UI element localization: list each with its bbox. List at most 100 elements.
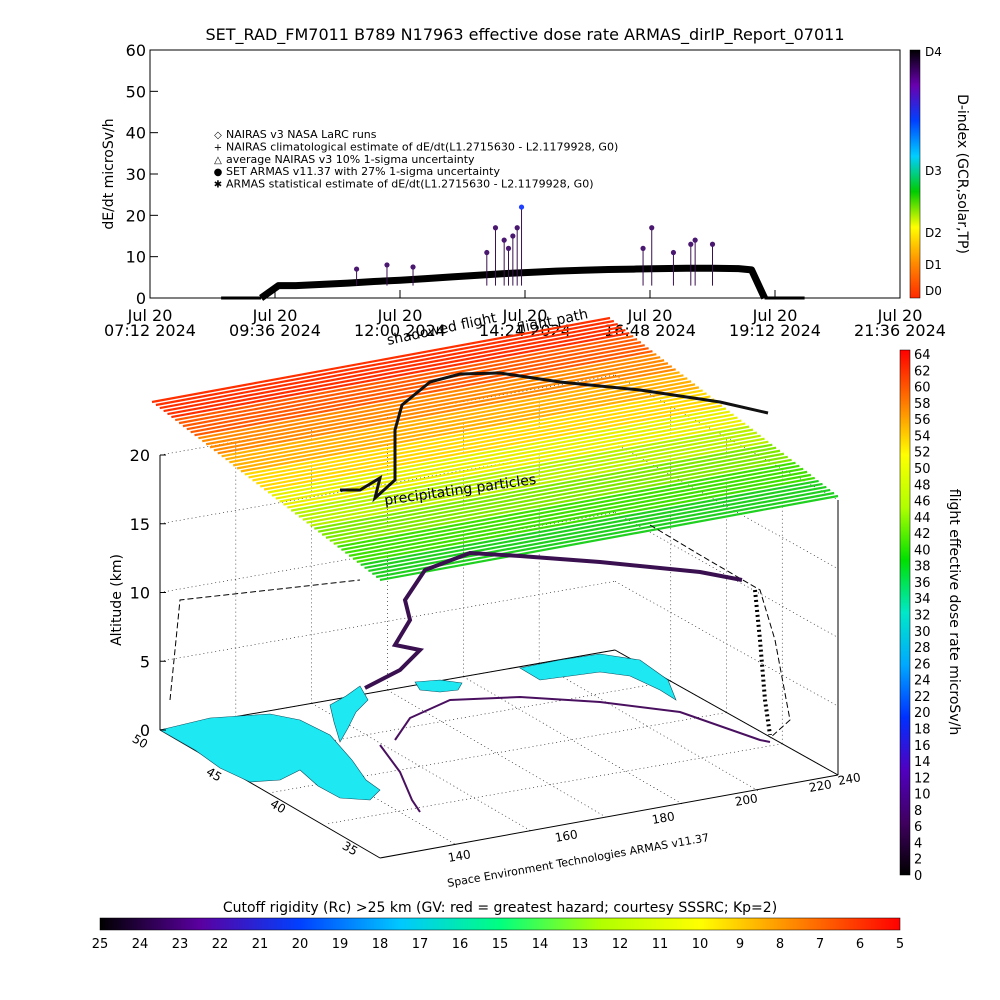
dose-rate-colorbar: [899, 349, 911, 876]
dose-rate-isoline: [271, 410, 730, 497]
d-index-tick-label: D1: [925, 258, 942, 272]
longitude-tick-label: 180: [651, 809, 676, 827]
top-y-tick-label: 40: [126, 124, 146, 143]
armas-point: [501, 237, 507, 243]
armas-point: [688, 241, 694, 247]
dose-rate-tick-label: 48: [914, 478, 931, 493]
latitude-tick-label: 35: [340, 839, 360, 859]
dose-rate-isoline: [186, 344, 645, 431]
cutoff-rigidity-tick-label: 10: [692, 937, 709, 952]
cutoff-rigidity-tick-label: 14: [532, 937, 549, 952]
flight-path-line: [340, 371, 769, 503]
legend-entry: ARMAS statistical estimate of dE/dt(L1.2…: [226, 178, 593, 191]
cutoff-rigidity-tick-label: 16: [452, 937, 469, 952]
dose-rate-isoline: [375, 491, 835, 579]
dose-rate-isoline: [202, 356, 661, 443]
cutoff-rigidity-tick-label: 13: [572, 937, 589, 952]
dose-rate-isoline: [321, 449, 781, 536]
dose-rate-isoline: [279, 416, 738, 503]
top-x-tick-label-date: Jul 20: [627, 306, 673, 325]
dose-rate-isoline: [171, 332, 630, 419]
cutoff-rigidity-tick-label: 17: [412, 937, 429, 952]
latitude-tick-label: 50: [130, 732, 150, 752]
floor-gridline: [327, 743, 783, 825]
cutoff-rigidity-tick-label: 7: [816, 937, 824, 952]
dose-rate-tick-label: 2: [914, 853, 922, 868]
dose-rate-tick-label: 36: [914, 576, 931, 591]
altitude-tick-label: 5: [140, 652, 150, 671]
top-y-tick-label: 60: [126, 41, 146, 60]
d-index-tick-label: D3: [925, 164, 942, 178]
top-x-tick-label-time: 14:24 2024: [479, 321, 571, 340]
longitude-tick-label: 240: [837, 770, 862, 788]
dose-rate-isoline: [182, 341, 642, 428]
cutoff-rigidity-tick-label: 24: [132, 937, 149, 952]
latitude-tick-label: 45: [204, 765, 224, 785]
dose-rate-tick-label: 24: [914, 674, 931, 689]
cutoff-rigidity-tick-label: 5: [896, 937, 904, 952]
armas-point: [640, 245, 646, 251]
dose-rate-tick-label: 8: [914, 804, 922, 819]
cutoff-rigidity-tick-label: 20: [292, 937, 309, 952]
floor-gridline: [387, 689, 608, 819]
cutoff-rigidity-tick-label: 11: [652, 937, 669, 952]
longitude-tick-label: 220: [808, 777, 833, 795]
longitude-axis: 140 160 180 200 220 240: [447, 770, 862, 865]
dose-rate-isoline: [159, 322, 618, 410]
dose-rate-tick-label: 34: [914, 592, 931, 607]
top-x-tick-label-time: 21:36 2024: [854, 321, 946, 340]
cutoff-rigidity-tick-label: 8: [776, 937, 784, 952]
cutoff-rigidity-tick-label: 23: [172, 937, 189, 952]
dose-rate-tick-label: 22: [914, 690, 931, 705]
top-y-tick-label: 30: [126, 165, 146, 184]
dose-rate-isoline: [314, 443, 773, 530]
d-index-colorbar: [909, 49, 921, 299]
latitude-tick-label: 40: [268, 797, 288, 817]
d-index-tick-label: D0: [925, 284, 942, 298]
legend-symbol: △: [214, 155, 222, 166]
dose-rate-isoline: [325, 452, 785, 539]
floor-gridline: [539, 663, 760, 792]
dose-rate-isoline: [163, 325, 622, 413]
dose-rate-isoline: [244, 389, 703, 476]
cutoff-rigidity-tick-label: 12: [612, 937, 629, 952]
dose-rate-isoline: [248, 392, 707, 479]
armas-point: [505, 245, 512, 251]
dose-rate-isoline: [263, 404, 723, 491]
dose-rate-isoline: [240, 386, 700, 473]
dose-rate-isoline: [317, 446, 777, 533]
dose-rate-isoline: [345, 467, 804, 554]
floor-gridline: [311, 703, 532, 832]
top-x-tick-label-date: Jul 20: [877, 306, 923, 325]
top-x-tick-label-date: Jul 20: [752, 306, 798, 325]
top-legend: ◇ NAIRAS v3 NASA LaRC runs + NAIRAS climato…: [214, 128, 619, 191]
dose-rate-isoline: [287, 422, 746, 509]
dose-rate-isoline: [229, 377, 688, 464]
dose-rate-tick-label: 26: [914, 657, 931, 672]
dose-rate-tick-label: 52: [914, 446, 931, 461]
land-japan: [329, 685, 369, 743]
dose-rate-colorbar-label: flight effective dose rate microSv/h: [946, 489, 962, 735]
dose-rate-tick-label: 10: [914, 788, 931, 803]
land-asia: [159, 713, 381, 801]
dose-rate-isoline: [368, 485, 827, 573]
altitude-tick-label: 20: [130, 446, 150, 465]
top-y-axis: 0 10 20 30 40 50 60: [126, 41, 158, 308]
cutoff-rigidity-label: Cutoff rigidity (Rc) >25 km (GV: red = g…: [223, 900, 777, 916]
dose-rate-tick-label: 56: [914, 413, 931, 428]
longitude-tick-label: 140: [447, 847, 472, 865]
top-chart-title: SET_RAD_FM7011 B789 N17963 effective dos…: [205, 25, 844, 45]
cutoff-rigidity-tick-label: 25: [92, 937, 109, 952]
cutoff-rigidity-tick-label: 6: [856, 937, 864, 952]
dose-rate-isoline: [260, 401, 719, 488]
cutoff-rigidity-colorbar: [99, 917, 901, 931]
dose-rate-isoline: [360, 479, 819, 566]
dose-rate-tick-label: 38: [914, 560, 931, 575]
vertical-ascent-marks: [753, 589, 772, 736]
lower-3d-chart: flight path shadowed flight precipitatin…: [92, 306, 962, 952]
legend-entry: average NAIRAS v3 10% 1-sigma uncertaint…: [226, 153, 475, 166]
floor-track: [394, 695, 771, 743]
floor-gridline: [235, 716, 456, 845]
